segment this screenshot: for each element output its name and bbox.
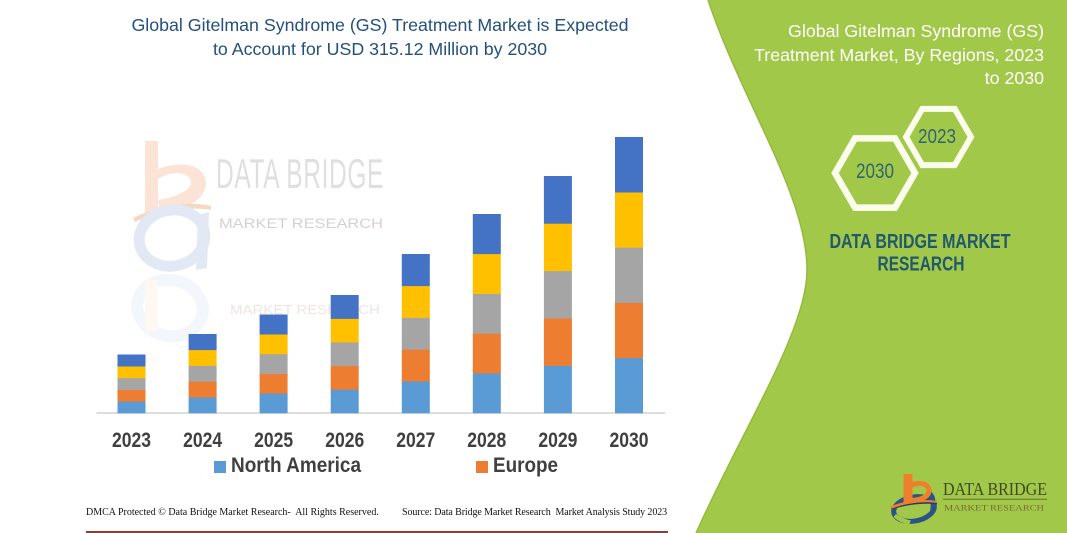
svg-text:2023: 2023 bbox=[918, 126, 956, 148]
svg-text:2025: 2025 bbox=[254, 429, 293, 452]
svg-text:2027: 2027 bbox=[396, 429, 435, 452]
svg-text:2026: 2026 bbox=[325, 429, 364, 452]
svg-text:DATA BRIDGE: DATA BRIDGE bbox=[216, 150, 384, 197]
svg-text:Europe: Europe bbox=[493, 454, 558, 477]
svg-text:2023: 2023 bbox=[112, 429, 151, 452]
svg-text:2028: 2028 bbox=[467, 429, 506, 452]
svg-text:2030: 2030 bbox=[610, 429, 649, 452]
svg-text:2030: 2030 bbox=[856, 160, 894, 183]
svg-text:RESEARCH: RESEARCH bbox=[878, 254, 965, 276]
svg-text:North America: North America bbox=[231, 454, 361, 477]
svg-text:DATA BRIDGE MARKET: DATA BRIDGE MARKET bbox=[830, 231, 1011, 253]
svg-text:DATA BRIDGE: DATA BRIDGE bbox=[943, 479, 1047, 499]
svg-text:2024: 2024 bbox=[183, 429, 222, 452]
svg-text:MARKET RESEARCH: MARKET RESEARCH bbox=[944, 503, 1044, 513]
svg-text:2029: 2029 bbox=[538, 429, 577, 452]
svg-text:MARKET RESEARCH: MARKET RESEARCH bbox=[219, 216, 383, 231]
